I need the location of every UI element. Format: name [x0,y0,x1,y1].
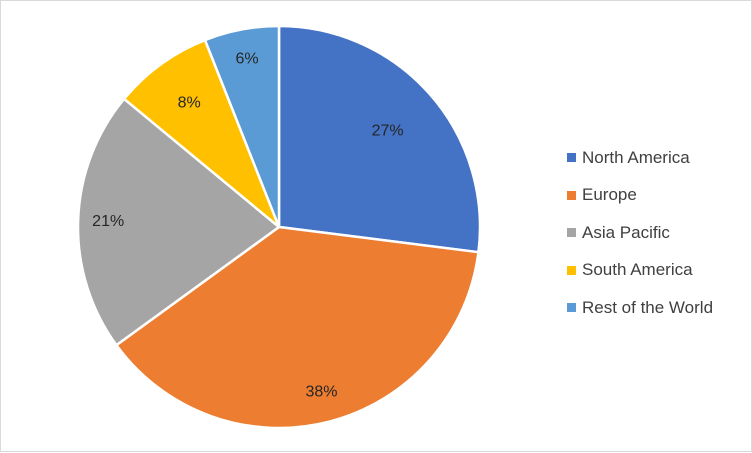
legend-label-europe: Europe [582,185,637,205]
pie-slice-south-america [122,38,281,228]
pie-slice-north-america [277,24,482,254]
legend-item-north-america: North America [567,139,713,177]
legend-swatch-europe [567,190,576,200]
legend-item-asia-pacific: Asia Pacific [567,214,713,252]
legend-item-south-america: South America [567,252,713,290]
legend-swatch-south-america [567,265,576,275]
legend-swatch-north-america [567,153,576,163]
data-label-rest-of-the-world: 6% [235,50,258,67]
legend-swatch-asia-pacific [567,228,576,238]
data-label-asia-pacific: 21% [92,213,124,230]
legend-label-north-america: North America [582,147,690,167]
pie-chart: 27% 38% 21% 8% 6% [76,24,482,430]
data-label-south-america: 8% [178,95,201,112]
legend-item-rest-of-the-world: Rest of the World [567,289,713,327]
legend-item-europe: Europe [567,177,713,215]
pie-slice-europe [114,225,480,430]
legend-label-asia-pacific: Asia Pacific [582,222,670,242]
legend-label-rest-of-the-world: Rest of the World [582,297,714,317]
legend-swatch-rest-of-the-world [567,303,576,313]
data-label-north-america: 27% [372,123,404,140]
legend: North America Europe Asia Pacific South … [567,139,713,327]
data-label-europe: 38% [305,384,337,401]
legend-label-south-america: South America [582,260,693,280]
pie-slice-asia-pacific [76,97,282,347]
pie-slice-rest-of-the-world [203,24,281,228]
